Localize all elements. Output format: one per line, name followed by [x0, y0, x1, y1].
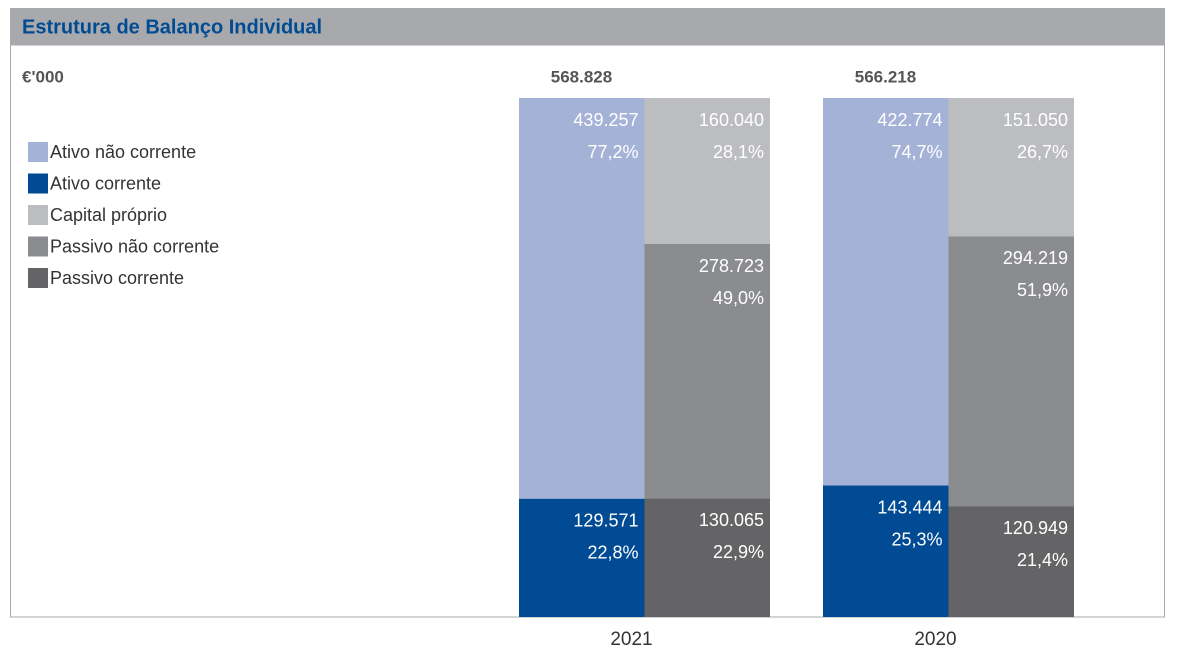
value-label: 422.774: [877, 110, 942, 130]
legend-label: Ativo corrente: [50, 173, 161, 193]
legend-swatch: [28, 173, 48, 194]
value-label: 439.257: [573, 110, 638, 130]
bar-segment: [644, 98, 770, 245]
total-label: 568.828: [551, 67, 612, 86]
x-tick-label: 2020: [914, 629, 956, 650]
bar-segment: [823, 485, 949, 617]
chart-title: Estrutura de Balanço Individual: [22, 16, 322, 38]
percent-label: 26,7%: [1017, 142, 1068, 162]
value-label: 294.219: [1003, 248, 1068, 268]
legend-swatch: [28, 236, 48, 257]
percent-label: 49,0%: [713, 288, 764, 308]
percent-label: 28,1%: [713, 142, 764, 162]
value-label: 160.040: [699, 110, 764, 130]
percent-label: 22,8%: [587, 543, 638, 563]
unit-label: €'000: [22, 67, 64, 86]
bar-segment: [644, 244, 770, 499]
header-bar: [10, 8, 1165, 45]
value-label: 151.050: [1003, 110, 1068, 130]
x-tick-label: 2021: [610, 629, 652, 650]
value-label: 143.444: [877, 497, 942, 517]
percent-label: 51,9%: [1017, 280, 1068, 300]
bar-segment: [948, 98, 1074, 237]
total-label: 566.218: [855, 67, 916, 86]
value-label: 278.723: [699, 256, 764, 276]
legend-swatch: [28, 142, 48, 162]
legend-swatch: [28, 268, 48, 288]
bar-segment: [644, 498, 770, 617]
bar-segment: [519, 98, 645, 499]
bar-segment: [948, 236, 1074, 507]
legend-label: Ativo não corrente: [50, 142, 196, 162]
percent-label: 22,9%: [713, 542, 764, 562]
value-label: 130.065: [699, 510, 764, 530]
percent-label: 77,2%: [587, 142, 638, 162]
value-label: 120.949: [1003, 518, 1068, 538]
bar-segment: [823, 98, 949, 486]
percent-label: 25,3%: [891, 529, 942, 549]
bar-segment: [519, 498, 645, 617]
legend-label: Passivo corrente: [50, 268, 184, 288]
legend-swatch: [28, 205, 48, 225]
legend-label: Capital próprio: [50, 205, 167, 225]
percent-label: 74,7%: [891, 142, 942, 162]
percent-label: 21,4%: [1017, 550, 1068, 570]
legend-label: Passivo não corrente: [50, 236, 219, 256]
value-label: 129.571: [573, 511, 638, 531]
bar-segment: [948, 506, 1074, 617]
